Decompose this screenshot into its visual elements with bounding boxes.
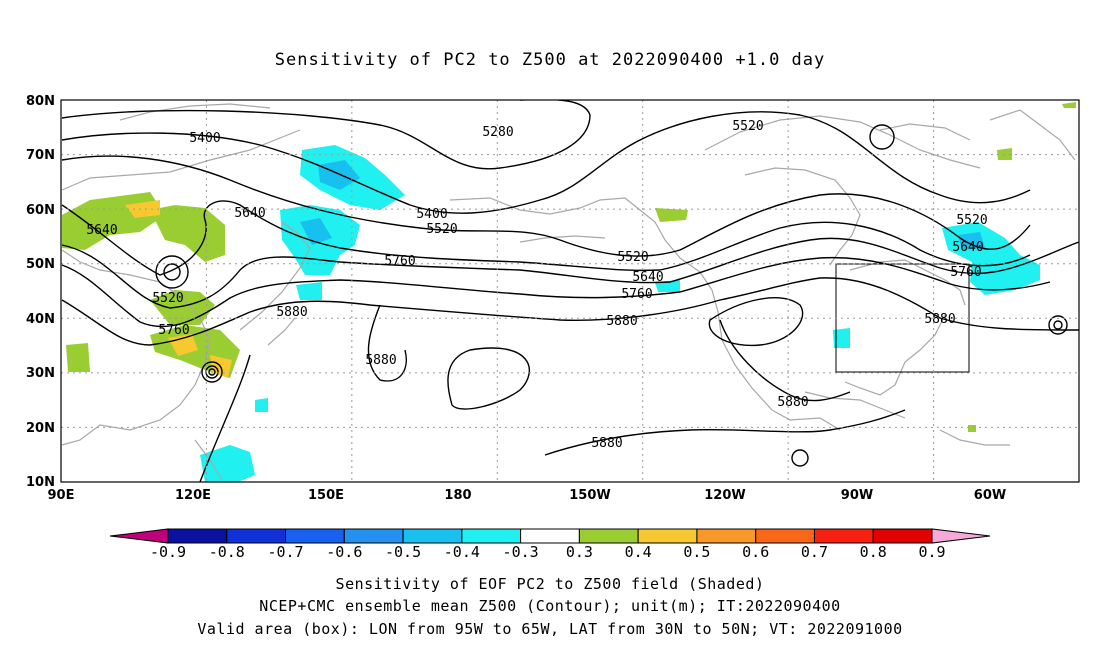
colorbar-cell — [696, 528, 757, 544]
contour-label: 5880 — [924, 312, 955, 327]
colorbar: -0.9 -0.8 -0.7 -0.6 -0.5 -0.4 -0.3 0.3 0.4 0.5 0.6… — [109, 528, 991, 561]
colorbar-cell — [167, 528, 228, 544]
lon-tick-label: 150E — [308, 488, 344, 503]
contour-label: 5880 — [591, 436, 622, 451]
lat-tick-label: 80N — [26, 94, 55, 109]
lon-axis: 90E 120E 150E 180 150W 120W 90W 60W — [48, 488, 1007, 503]
lat-tick-label: 60N — [26, 203, 55, 218]
colorbar-tick-label: -0.5 — [385, 543, 421, 561]
colorbar-cell — [461, 528, 522, 544]
contour-label: 5280 — [482, 125, 513, 140]
colorbar-high-arrow — [931, 528, 991, 544]
colorbar-cell — [578, 528, 639, 544]
contour-label: 5880 — [365, 353, 396, 368]
contour-label: 5520 — [956, 213, 987, 228]
contour-label: 5880 — [606, 314, 637, 329]
contour-label: 5520 — [426, 222, 457, 237]
caption-line-3: Valid area (box): LON from 95W to 65W, L… — [197, 620, 903, 638]
colorbar-cell — [813, 528, 874, 544]
lat-tick-label: 40N — [26, 312, 55, 327]
contour-label: 5880 — [276, 305, 307, 320]
lon-tick-label: 120E — [175, 488, 211, 503]
caption-line-2: NCEP+CMC ensemble mean Z500 (Contour); u… — [259, 597, 841, 615]
contour-label: 5400 — [416, 207, 447, 222]
contour-label: 5520 — [152, 291, 183, 306]
contour-label: 5400 — [189, 131, 220, 146]
lat-tick-label: 50N — [26, 257, 55, 272]
contour-label: 5640 — [632, 270, 663, 285]
chart-title: Sensitivity of PC2 to Z500 at 2022090400… — [274, 50, 826, 70]
colorbar-tick-label: -0.8 — [209, 543, 245, 561]
lon-tick-label: 90E — [48, 488, 75, 503]
colorbar-tick-label: 0.6 — [742, 543, 769, 561]
contour-label: 5520 — [617, 250, 648, 265]
gridlines — [61, 100, 1079, 482]
lat-tick-label: 70N — [26, 148, 55, 163]
contour-label: 5760 — [384, 254, 415, 269]
contour-labels: 5280 5400 5400 5520 5520 5520 5520 5520 … — [86, 119, 987, 451]
coastlines — [61, 103, 1076, 481]
colorbar-cell — [872, 528, 933, 544]
colorbar-tick-label: -0.6 — [326, 543, 362, 561]
lat-tick-label: 10N — [26, 475, 55, 490]
colorbar-cell — [755, 528, 815, 544]
colorbar-tick-label: 0.9 — [918, 543, 945, 561]
colorbar-tick-label: -0.7 — [267, 543, 303, 561]
lon-tick-label: 90W — [841, 488, 873, 503]
colorbar-tick-label: 0.4 — [625, 543, 652, 561]
contour-label: 5760 — [158, 323, 189, 338]
contour-label: 5640 — [952, 240, 983, 255]
contour-label: 5760 — [621, 287, 652, 302]
colorbar-cell — [402, 528, 463, 544]
lon-tick-label: 150W — [569, 488, 610, 503]
map-frame — [60, 99, 1080, 483]
colorbar-cell — [343, 528, 404, 544]
colorbar-cell — [226, 528, 287, 544]
lat-tick-label: 30N — [26, 366, 55, 381]
lon-tick-label: 180 — [444, 488, 471, 503]
colorbar-cell — [520, 528, 580, 544]
contour-label: 5640 — [234, 206, 265, 221]
colorbar-tick-label: 0.5 — [683, 543, 710, 561]
colorbar-tick-label: 0.3 — [566, 543, 593, 561]
colorbar-tick-label: 0.8 — [860, 543, 887, 561]
contour-label: 5880 — [777, 395, 808, 410]
lon-tick-label: 60W — [974, 488, 1006, 503]
lon-tick-label: 120W — [704, 488, 745, 503]
colorbar-tick-label: 0.7 — [801, 543, 828, 561]
z500-contours — [61, 100, 1079, 482]
contour-label: 5760 — [950, 265, 981, 280]
colorbar-cell — [637, 528, 698, 544]
colorbar-cell — [285, 528, 345, 544]
colorbar-tick-label: -0.9 — [150, 543, 186, 561]
colorbar-tick-label: -0.3 — [503, 543, 539, 561]
contour-label: 5520 — [732, 119, 763, 134]
caption-line-1: Sensitivity of EOF PC2 to Z500 field (Sh… — [335, 575, 765, 593]
colorbar-tick-label: -0.4 — [444, 543, 480, 561]
colorbar-low-arrow — [109, 528, 169, 544]
lat-tick-label: 20N — [26, 421, 55, 436]
lat-axis: 80N 70N 60N 50N 40N 30N 20N 10N — [26, 94, 55, 490]
contour-label: 5640 — [86, 223, 117, 238]
